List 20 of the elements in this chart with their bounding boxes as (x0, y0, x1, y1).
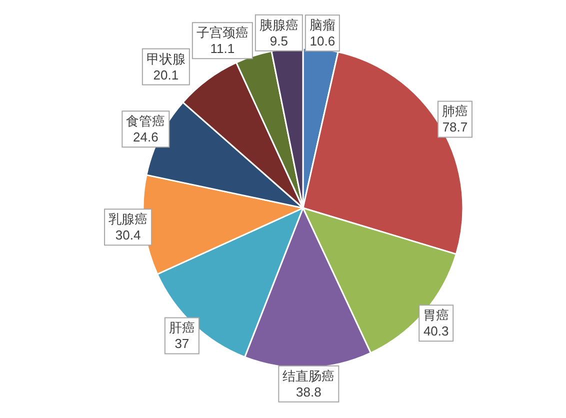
slice-label: 胰腺癌 (259, 17, 298, 32)
slice-label: 乳腺癌 (108, 212, 148, 227)
data-label: 30.4 (115, 228, 141, 243)
slice-label: 肺癌 (442, 104, 468, 119)
data-label: 10.6 (310, 34, 336, 49)
data-label: 78.7 (442, 120, 468, 135)
slice-label: 食管癌 (126, 114, 166, 129)
slice-label: 脑瘤 (309, 18, 336, 33)
data-label: 9.5 (270, 33, 288, 48)
slice-label: 甲状腺 (146, 51, 186, 66)
data-label: 38.8 (296, 384, 322, 400)
data-label: 20.1 (153, 67, 179, 82)
slice-label: 胃癌 (423, 308, 450, 323)
slice-label: 子宫颈癌 (196, 25, 248, 40)
data-label: 24.6 (133, 130, 158, 145)
slice-label: 结直肠癌 (282, 368, 335, 384)
slice-label: 肝癌 (168, 320, 195, 336)
data-label: 37 (174, 336, 190, 352)
data-label: 11.1 (210, 41, 235, 56)
data-label: 40.3 (423, 324, 449, 339)
